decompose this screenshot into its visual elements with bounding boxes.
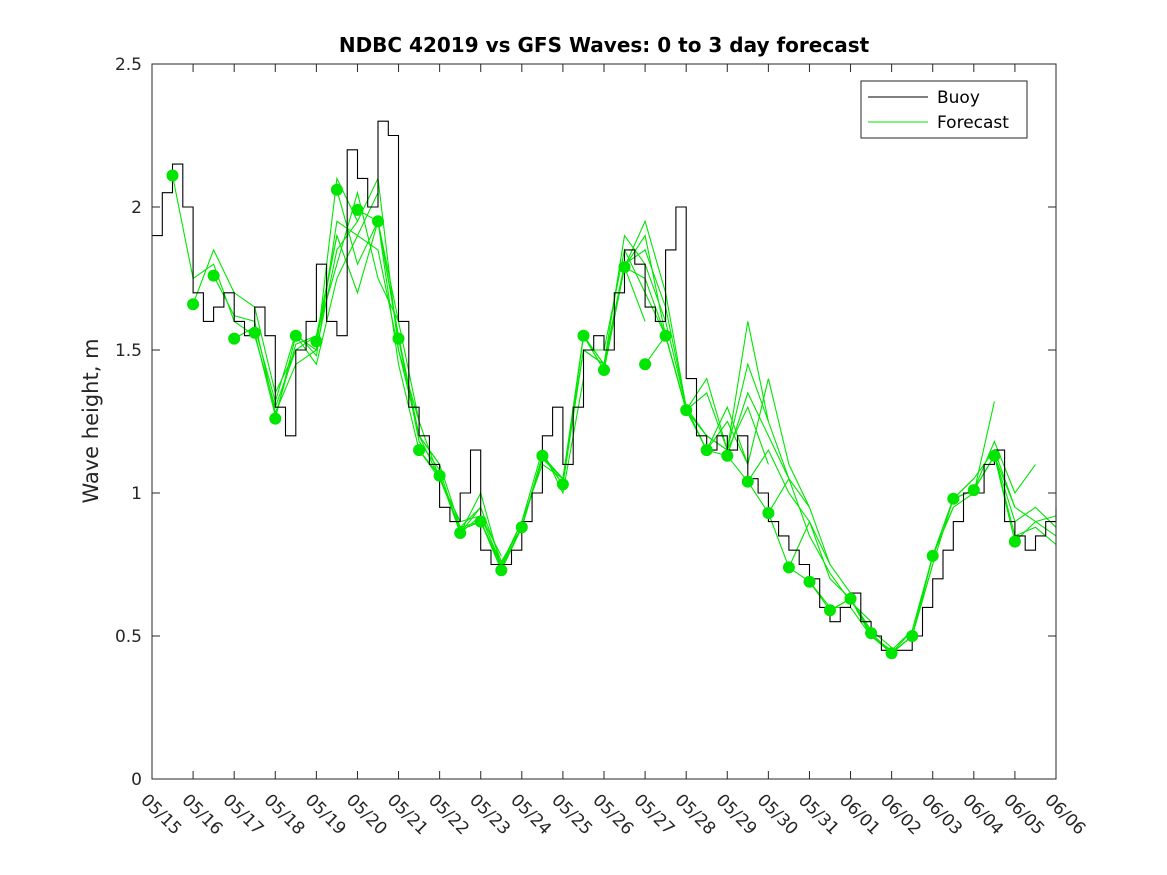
x-tick-label: 05/22 [424, 790, 473, 839]
forecast-points [166, 169, 1021, 660]
forecast-point [454, 527, 467, 539]
forecast-point [762, 507, 775, 519]
x-tick-label: 05/19 [301, 790, 350, 839]
forecast-point [515, 521, 528, 534]
forecast-point [967, 484, 980, 497]
buoy-line [152, 120, 1057, 651]
x-tick-label: 06/04 [958, 790, 1007, 839]
forecast-point [782, 561, 795, 574]
forecast-point [618, 261, 631, 274]
x-tick-label: 06/05 [999, 790, 1048, 839]
forecast-point [330, 183, 343, 196]
x-tick-label: 05/15 [136, 790, 185, 839]
y-tick-label: 1 [131, 484, 142, 504]
forecast-point [659, 329, 672, 342]
forecast-point [947, 492, 960, 505]
forecast-point [639, 358, 652, 371]
x-tick-label: 05/27 [630, 790, 679, 839]
forecast-point [187, 298, 200, 311]
forecast-point [310, 335, 323, 348]
forecast-point [988, 449, 1001, 462]
x-tick-label: 05/20 [342, 790, 391, 839]
forecast-point [413, 444, 426, 457]
forecast-point [885, 647, 898, 660]
forecast-point [495, 564, 508, 577]
legend-buoy-label: Buoy [937, 88, 980, 108]
forecast-point [1008, 535, 1021, 548]
x-tick-label: 06/01 [835, 790, 884, 839]
x-tick-label: 06/02 [876, 790, 925, 839]
y-axis-label: Wave height, m [79, 338, 103, 503]
x-tick-label: 05/26 [588, 790, 637, 839]
forecast-point [248, 326, 261, 339]
y-tick-label: 2 [131, 198, 142, 218]
y-tick-label: 2.5 [115, 55, 142, 75]
forecast-point [433, 469, 446, 482]
forecast-point [680, 404, 693, 417]
forecast-point [721, 449, 734, 462]
forecast-point [865, 627, 878, 640]
forecast-point [372, 215, 384, 228]
legend: Buoy Forecast [860, 80, 1028, 139]
forecast-point [906, 630, 919, 642]
x-tick-label: 05/25 [547, 790, 596, 839]
forecast-point [269, 412, 282, 425]
x-tick-label: 06/03 [917, 790, 966, 839]
forecast-point [577, 329, 590, 342]
x-tick-label: 05/18 [260, 790, 309, 839]
forecast-point [556, 478, 569, 491]
forecast-point [844, 592, 857, 605]
x-tick-label: 05/24 [506, 790, 555, 839]
y-tick-label: 0.5 [115, 627, 142, 647]
forecast-point [392, 332, 405, 345]
x-tick-label: 05/30 [753, 790, 802, 839]
forecast-point [824, 604, 836, 617]
forecast-point [741, 475, 754, 488]
x-tick-label: 05/17 [219, 790, 268, 839]
forecast-point [700, 444, 713, 457]
forecast-point [228, 332, 241, 345]
x-tick-label: 05/29 [712, 790, 761, 839]
plot-background [152, 64, 1056, 779]
x-tick-label: 05/21 [383, 790, 432, 839]
forecast-point [166, 169, 179, 182]
forecast-point [803, 575, 816, 588]
legend-forecast-label: Forecast [937, 113, 1009, 133]
legend-box [860, 80, 1028, 139]
x-tick-label: 05/31 [794, 790, 843, 839]
x-tick-label: 06/06 [1040, 790, 1089, 839]
y-axis: 0 0.5 1 1.5 2 2.5 [115, 55, 1056, 790]
forecast-point [536, 449, 549, 462]
forecast-point [289, 329, 302, 342]
forecast-point [474, 515, 487, 528]
chart-title: NDBC 42019 vs GFS Waves: 0 to 3 day fore… [339, 33, 870, 57]
buoy-series-line [152, 120, 1057, 651]
x-tick-label: 05/16 [178, 790, 227, 839]
y-tick-label: 0 [131, 770, 142, 790]
forecast-point [926, 549, 939, 562]
forecast-point [598, 364, 610, 376]
x-tick-label: 05/23 [465, 790, 514, 839]
forecast-point [351, 203, 364, 216]
forecast-run-line [603, 219, 749, 465]
x-tick-label: 05/28 [671, 790, 720, 839]
y-tick-label: 1.5 [115, 341, 142, 361]
forecast-run-line [213, 220, 358, 415]
forecast-point [207, 269, 220, 282]
